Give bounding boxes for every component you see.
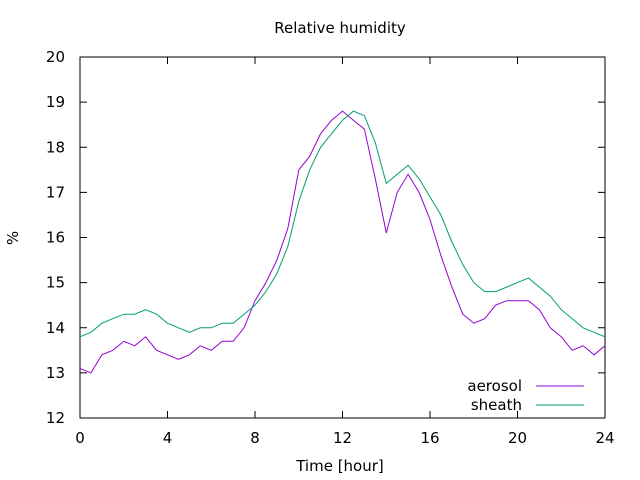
y-tick-label: 15 [46,274,65,292]
x-tick-label: 16 [420,429,439,447]
y-tick-label: 18 [46,138,65,156]
axis-ticks: 0 4 8 12 16 20 24 12 13 14 15 16 17 18 19 20 [46,48,615,447]
series-layer [79,110,606,374]
x-tick-label: 4 [163,429,173,447]
x-tick-label: 8 [250,429,260,447]
y-axis-label: % [4,231,22,245]
x-tick-label: 20 [508,429,527,447]
y-tick-label: 19 [46,93,65,111]
legend-label-aerosol: aerosol [467,377,522,395]
legend-label-sheath: sheath [471,396,522,414]
x-axis-label: Time [hour] [295,457,384,475]
y-tick-label: 17 [46,183,65,201]
y-tick-label: 12 [46,409,65,427]
x-tick-label: 12 [333,429,352,447]
chart-title: Relative humidity [274,19,406,37]
x-tick-label: 0 [75,429,85,447]
y-tick-label: 13 [46,364,65,382]
series-line-aerosol [79,110,606,374]
x-tick-label: 24 [595,429,614,447]
y-tick-label: 16 [46,229,65,247]
y-tick-label: 20 [46,48,65,66]
series-line-sheath [79,110,606,338]
y-tick-label: 14 [46,319,65,337]
